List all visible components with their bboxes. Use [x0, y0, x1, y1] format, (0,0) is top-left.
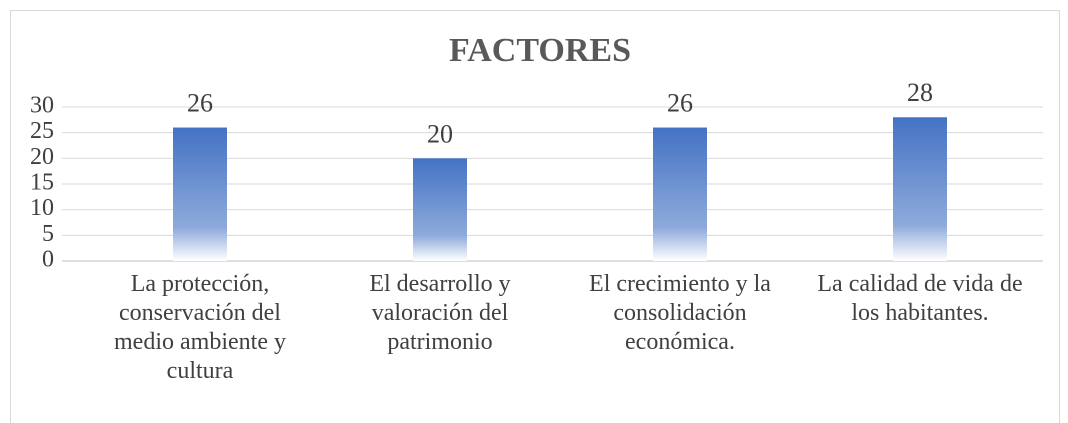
chart-title: FACTORES	[449, 32, 631, 69]
bar	[413, 158, 467, 261]
y-tick-label: 0	[42, 247, 54, 273]
y-tick-label: 20	[30, 144, 54, 170]
data-label: 26	[667, 89, 693, 118]
bar	[173, 127, 227, 262]
data-label: 28	[907, 78, 933, 107]
chart-border	[10, 10, 1060, 423]
x-tick-label: La calidad de vida de los habitantes.	[817, 271, 1023, 326]
bar	[893, 117, 947, 262]
data-label: 20	[427, 119, 453, 148]
y-tick-label: 10	[30, 195, 54, 221]
y-tick-label: 5	[42, 221, 54, 247]
data-label: 26	[187, 89, 213, 118]
y-tick-label: 15	[30, 170, 54, 196]
y-tick-label: 25	[30, 118, 54, 144]
x-tick-label: El desarrollo y valoración del patrimoni…	[369, 271, 511, 355]
x-tick-label: El crecimiento y la consolidación económ…	[589, 271, 771, 355]
bar	[653, 127, 707, 262]
y-tick-label: 30	[30, 93, 54, 119]
x-tick-label: La protección, conservación del medio am…	[114, 271, 286, 384]
